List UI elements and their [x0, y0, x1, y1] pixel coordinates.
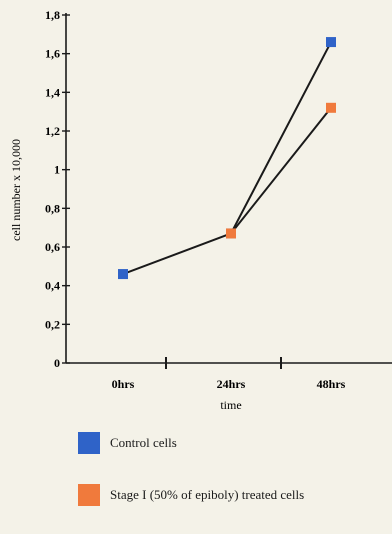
y-tick-label: 0 [54, 356, 60, 370]
y-tick-label: 1 [54, 163, 60, 177]
legend-label-control: Control cells [110, 435, 177, 450]
x-axis-title: time [220, 398, 241, 412]
x-tick-label: 0hrs [112, 377, 135, 391]
legend-swatch-stage1 [78, 484, 100, 506]
y-tick-label: 1,4 [45, 85, 60, 99]
data-point-series-0 [326, 37, 336, 48]
legend-swatch-control [78, 432, 100, 454]
y-tick-label: 0,6 [45, 240, 60, 254]
y-tick-label: 1,2 [45, 124, 60, 138]
series-lines [122, 41, 332, 276]
axes [62, 13, 392, 369]
y-tick-label: 0,2 [45, 317, 60, 331]
data-points [118, 37, 336, 280]
legend: Control cells Stage I (50% of epiboly) t… [78, 430, 304, 534]
legend-label-stage1: Stage I (50% of epiboly) treated cells [110, 487, 305, 502]
axis-labels: 0 0,2 0,4 0,6 0,8 1 1,2 1,4 1,6 1,8 0hrs 24hrs 48hrs… [9, 8, 346, 412]
y-tick-label: 0,4 [45, 279, 60, 293]
x-tick-label: 48hrs [317, 377, 346, 391]
series-line-1 [230, 107, 332, 235]
y-tick-label: 1,8 [45, 8, 60, 22]
y-tick-label: 0,8 [45, 201, 60, 215]
line-chart: 0 0,2 0,4 0,6 0,8 1 1,2 1,4 1,6 1,8 0hrs 24hrs 48hrs… [9, 8, 392, 412]
series-line-0 [122, 41, 332, 276]
legend-item-control: Control cells [78, 430, 304, 456]
data-point-series-1 [226, 228, 236, 239]
y-tick-label: 1,6 [45, 47, 60, 61]
legend-item-stage1: Stage I (50% of epiboly) treated cells [78, 482, 304, 508]
data-point-series-1 [326, 102, 336, 113]
y-axis-title: cell number x 10,000 [9, 139, 23, 241]
x-tick-label: 24hrs [217, 377, 246, 391]
data-point-series-0 [118, 269, 128, 280]
